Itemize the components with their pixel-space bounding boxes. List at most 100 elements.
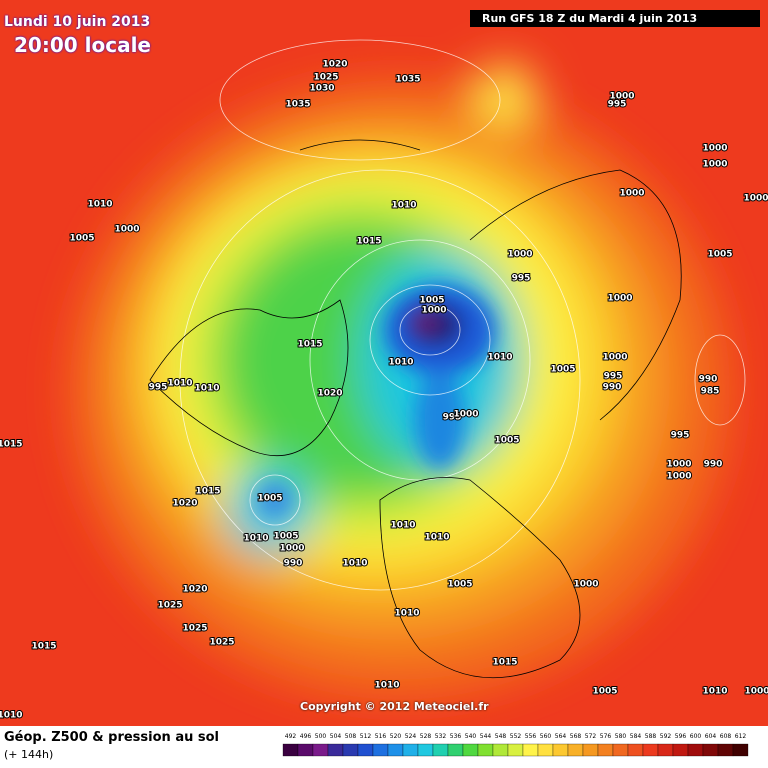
scale-label: 572 [585,733,597,740]
isobar-label: 1010 [167,379,192,389]
scale-label: 516 [375,733,387,740]
isobar-label: 1010 [243,534,268,544]
scale-label: 556 [525,733,537,740]
scale-swatch [402,743,419,757]
isobar-label: 1005 [273,532,298,542]
isobar-label: 1000 [114,225,139,235]
scale-swatch [342,743,359,757]
scale-swatch [522,743,539,757]
scale-label: 508 [345,733,357,740]
isobar-label: 1005 [707,250,732,260]
coastlines [149,139,682,679]
scale-label: 564 [555,733,567,740]
scale-swatch [567,743,584,757]
isobar-label: 995 [149,383,168,393]
isobar-label: 1010 [487,353,512,363]
isobar-label: 1005 [419,296,444,306]
scale-label: 528 [420,733,432,740]
scale-swatch [537,743,554,757]
legend-title: Géop. Z500 & pression au sol [4,730,219,745]
scale-swatch [417,743,434,757]
isobar-label: 1000 [609,92,634,102]
scale-swatch [732,743,749,757]
scale-swatch [327,743,344,757]
isobar-label: 1010 [342,559,367,569]
isobar-label: 1010 [391,201,416,211]
isobar-label: 1010 [388,358,413,368]
scale-label: 588 [645,733,657,740]
scale-label: 568 [570,733,582,740]
scale-swatch [282,743,299,757]
isobar-label: 990 [603,383,622,393]
scale-swatch [312,743,329,757]
isobar-label: 1020 [182,585,207,595]
isobar-label: 1005 [550,365,575,375]
isobar-label: 1015 [195,487,220,497]
scale-swatch [477,743,494,757]
isobar-label: 1000 [666,472,691,482]
isobar-label: 985 [701,387,720,397]
scale-swatch [687,743,704,757]
scale-label: 500 [315,733,327,740]
isobar-label: 1015 [297,340,322,350]
isobar-label: 1000 [453,410,478,420]
scale-swatch [717,743,734,757]
isobar-label: 1005 [257,494,282,504]
scale-swatch [702,743,719,757]
scale-swatch [447,743,464,757]
isobar-label: 995 [604,372,623,382]
isobar-label: 1000 [279,544,304,554]
isobar-label: 1020 [322,60,347,70]
isobar-label: 1020 [172,499,197,509]
isobar-label: 1000 [744,687,768,697]
isobar-label: 995 [671,431,690,441]
scale-label: 576 [600,733,612,740]
scale-label: 584 [630,733,642,740]
isobar-label: 1025 [313,73,338,83]
scale-swatch [297,743,314,757]
scale-swatch [657,743,674,757]
scale-label: 536 [450,733,462,740]
isobar-label: 1000 [421,306,446,316]
scale-label: 540 [465,733,477,740]
isobar-label: 1000 [702,160,727,170]
scale-label: 492 [285,733,297,740]
scale-label: 596 [675,733,687,740]
scale-swatch [672,743,689,757]
scale-label: 548 [495,733,507,740]
scale-swatch [552,743,569,757]
scale-label: 524 [405,733,417,740]
isobar-label: 990 [704,460,723,470]
isobar-label: 1020 [317,389,342,399]
scale-label: 496 [300,733,312,740]
scale-label: 520 [390,733,402,740]
isobar-label: 995 [608,100,627,110]
scale-label: 544 [480,733,492,740]
scale-label: 592 [660,733,672,740]
scale-label: 612 [735,733,747,740]
isobar-label: 1000 [702,144,727,154]
isobar-label: 1010 [0,711,23,721]
isobar-label: 1010 [390,521,415,531]
scale-label: 600 [690,733,702,740]
scale-swatch [492,743,509,757]
isobar-label: 1005 [69,234,94,244]
scale-label: 608 [720,733,732,740]
isobar-label: 1010 [374,681,399,691]
scale-label: 580 [615,733,627,740]
isobar-label: 995 [443,413,462,423]
scale-label: 604 [705,733,717,740]
scale-label: 504 [330,733,342,740]
isobar-label: 1000 [507,250,532,260]
isobar-label: 995 [512,274,531,284]
scale-swatch [432,743,449,757]
isobar-label: 1010 [194,384,219,394]
isobar-label: 1025 [157,601,182,611]
scale-label: 512 [360,733,372,740]
isobar-label: 1010 [702,687,727,697]
isobar-label: 1015 [356,237,381,247]
isobar-label: 1005 [447,580,472,590]
run-label: Run GFS 18 Z du Mardi 4 juin 2013 [470,10,760,27]
